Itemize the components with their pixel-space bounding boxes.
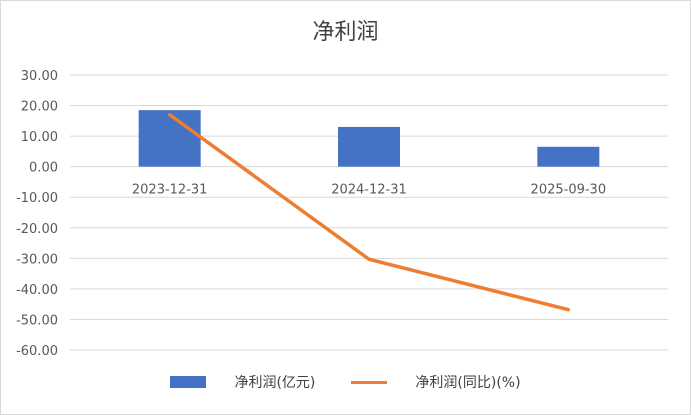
legend-item-bar: 净利润(亿元) [170, 372, 315, 392]
y-tick-label: -60.00 [16, 344, 58, 359]
legend-label-line: 净利润(同比)(%) [415, 375, 521, 391]
bar [338, 126, 400, 167]
chart-legend: 净利润(亿元) 净利润(同比)(%) [0, 372, 691, 392]
chart-title: 净利润 [312, 20, 379, 45]
x-category-label: 2024-12-31 [331, 183, 407, 198]
y-tick-label: -30.00 [16, 252, 58, 267]
y-tick-label: -10.00 [16, 191, 58, 206]
y-axis-tick-labels: 30.00 20.00 10.00 0.00 -10.00 -20.00 -30.00 -40… [16, 69, 58, 359]
y-tick-label: -50.00 [16, 313, 58, 328]
legend-swatch-bar [170, 376, 207, 388]
x-axis-category-labels: 2023-12-31 2024-12-31 2025-09-30 [132, 183, 606, 198]
bar [138, 110, 201, 167]
x-category-label: 2023-12-31 [132, 183, 208, 198]
legend-label-bar: 净利润(亿元) [234, 375, 316, 391]
legend-item-line: 净利润(同比)(%) [351, 372, 521, 392]
y-tick-label: -20.00 [16, 222, 58, 237]
y-tick-label: 10.00 [21, 130, 58, 145]
y-tick-label: 30.00 [21, 69, 58, 84]
x-category-label: 2025-09-30 [531, 183, 607, 198]
legend-swatch-line [351, 380, 388, 384]
line-series [167, 112, 571, 312]
bar [537, 146, 600, 167]
y-tick-label: -40.00 [16, 283, 58, 298]
y-tick-label: 0.00 [29, 161, 58, 176]
bars [138, 110, 600, 167]
y-tick-label: 20.00 [21, 100, 58, 115]
line-series-path [167, 112, 571, 312]
